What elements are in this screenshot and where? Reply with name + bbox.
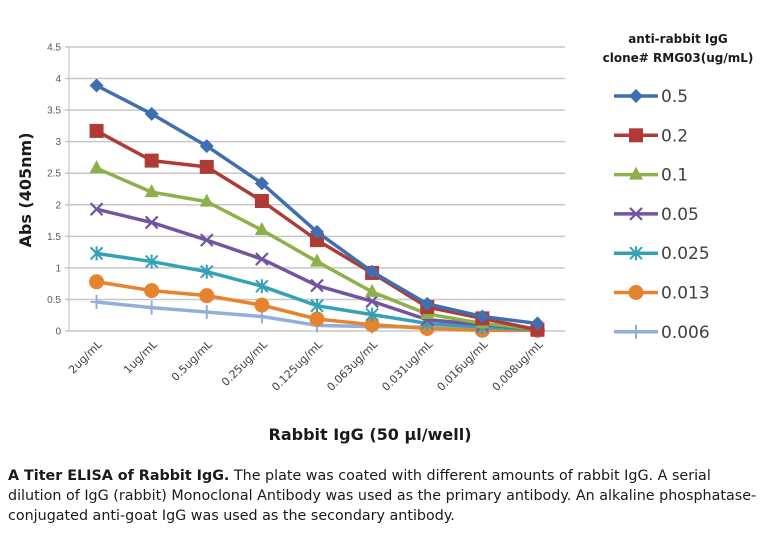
y-axis-ticks: 0 0.5 1 1.5 2 2.5 3 3.5 4 4.5 <box>47 43 61 338</box>
figure-caption: A Titer ELISA of Rabbit IgG. The plate w… <box>8 466 758 526</box>
square-marker <box>144 153 159 168</box>
plus-marker <box>200 305 213 320</box>
x-tick-label: 0.5ug/mL <box>169 337 216 384</box>
x-tick-label: 0.031ug/mL <box>379 337 435 393</box>
square-marker <box>310 233 324 248</box>
y-tick-label: 2.5 <box>47 169 61 180</box>
circle-marker <box>628 285 644 300</box>
star-marker <box>200 264 214 279</box>
square-marker <box>629 128 643 143</box>
circle-marker <box>199 288 215 304</box>
plus-marker <box>90 294 103 309</box>
x-tick-label: 0.25ug/mL <box>219 337 271 389</box>
x-tick-label: 0.016ug/mL <box>435 337 491 393</box>
x-marker <box>310 278 324 293</box>
legend-title-line2: clone# RMG03(ug/mL) <box>603 51 754 65</box>
series-0.2 <box>89 123 545 337</box>
square-marker <box>254 193 269 208</box>
square-marker <box>89 123 104 138</box>
plus-marker <box>630 324 642 339</box>
square-marker <box>199 159 214 174</box>
y-tick-label: 4.5 <box>47 43 61 54</box>
x-marker <box>255 252 269 266</box>
triangle-marker <box>629 166 643 180</box>
caption-title: A Titer ELISA of Rabbit IgG. <box>8 468 230 484</box>
star-marker <box>310 298 324 313</box>
y-tick-label: 3.5 <box>47 106 61 117</box>
x-marker <box>144 215 159 230</box>
diamond-marker <box>89 78 104 93</box>
star-marker <box>629 246 643 261</box>
circle-marker <box>364 317 380 333</box>
x-tick-label: 1ug/mL <box>121 337 160 376</box>
legend-item: 0.1 <box>614 166 688 186</box>
triangle-marker <box>254 222 269 236</box>
triangle-marker <box>199 193 214 207</box>
triangle-marker <box>89 160 104 174</box>
x-axis-ticks: 2ug/mL 1ug/mL 0.5ug/mL 0.25ug/mL 0.125ug/mL 0… <box>66 337 546 393</box>
legend-label: 0.013 <box>661 284 710 304</box>
diamond-marker <box>254 176 269 191</box>
caption-body: The plate was coated with different amou… <box>8 468 757 524</box>
diamond-marker <box>365 264 380 279</box>
circle-marker <box>254 297 270 313</box>
x-marker <box>89 202 104 216</box>
diamond-marker <box>310 224 324 239</box>
diamond-marker <box>475 309 490 324</box>
x-tick-label: 0.063ug/mL <box>324 337 380 393</box>
series-group <box>89 78 545 338</box>
triangle-marker <box>144 184 159 198</box>
legend-label: 0.025 <box>661 244 710 264</box>
legend-label: 0.2 <box>661 126 688 146</box>
star-marker <box>144 254 159 269</box>
x-tick-label: 0.125ug/mL <box>269 337 325 393</box>
x-tick-label: 0.008ug/mL <box>490 337 546 393</box>
legend: anti-rabbit IgG clone# RMG03(ug/mL) 0.5 0… <box>603 32 754 343</box>
diamond-marker <box>420 296 435 311</box>
legend-title-line1: anti-rabbit IgG <box>628 32 728 46</box>
legend-label: 0.1 <box>661 166 688 186</box>
x-axis-title: Rabbit IgG (50 µl/well) <box>269 425 472 444</box>
y-tick-label: 1 <box>55 263 61 274</box>
legend-item: 0.05 <box>614 205 699 225</box>
gridlines <box>65 46 565 332</box>
legend-item: 0.006 <box>614 323 710 343</box>
y-tick-label: 4 <box>55 74 61 85</box>
legend-item: 0.5 <box>614 87 688 107</box>
legend-item: 0.013 <box>614 284 710 304</box>
x-marker <box>365 294 379 309</box>
diamond-marker <box>530 316 545 331</box>
y-axis-title: Abs (405nm) <box>16 132 35 247</box>
star-marker <box>89 246 104 261</box>
legend-item: 0.025 <box>614 244 710 264</box>
legend-label: 0.05 <box>661 205 699 225</box>
y-tick-label: 3 <box>55 137 61 148</box>
plus-marker <box>145 300 158 315</box>
triangle-marker <box>310 253 324 267</box>
circle-marker <box>144 283 160 299</box>
star-marker <box>255 279 269 294</box>
x-marker <box>199 233 214 247</box>
y-tick-label: 0.5 <box>47 295 61 306</box>
diamond-marker <box>199 139 214 154</box>
y-tick-label: 1.5 <box>47 232 61 243</box>
x-marker <box>629 207 643 221</box>
diamond-marker <box>629 89 643 103</box>
series-0.5 <box>89 78 545 331</box>
y-tick-label: 0 <box>55 327 61 338</box>
star-marker <box>365 307 379 322</box>
circle-marker <box>309 311 325 327</box>
legend-item: 0.2 <box>614 126 688 146</box>
legend-label: 0.5 <box>661 87 688 107</box>
legend-label: 0.006 <box>661 323 710 343</box>
diamond-marker <box>144 106 159 121</box>
circle-marker <box>89 274 105 290</box>
y-tick-label: 2 <box>55 200 61 211</box>
triangle-marker <box>365 283 380 297</box>
x-tick-label: 2ug/mL <box>66 337 105 376</box>
titer-elisa-chart: 0 0.5 1 1.5 2 2.5 3 3.5 4 4.5 2ug/mL 1ug/mL 0.5ug/m… <box>16 32 754 444</box>
